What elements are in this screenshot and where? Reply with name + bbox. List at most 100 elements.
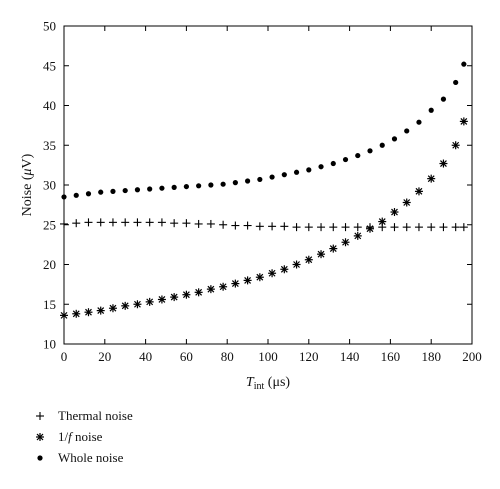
data-point: [110, 188, 116, 194]
data-point: [268, 222, 277, 231]
x-tick-label: 20: [98, 349, 111, 364]
data-point: [231, 221, 240, 230]
data-point: [220, 181, 226, 187]
data-point: [402, 223, 411, 232]
data-point: [292, 260, 301, 269]
data-point: [391, 136, 398, 142]
data-point: [459, 117, 468, 126]
data-point: [281, 172, 287, 178]
data-point: [182, 290, 191, 299]
data-point: [353, 231, 362, 240]
data-point: [84, 308, 93, 317]
data-point: [414, 223, 423, 232]
data-point: [341, 238, 350, 247]
data-point: [171, 184, 177, 190]
data-point: [108, 304, 117, 313]
x-tick-label: 40: [139, 349, 152, 364]
series-3: [61, 61, 467, 200]
x-tick-label: 100: [258, 349, 278, 364]
legend-item: Whole noise: [37, 450, 124, 465]
data-point: [414, 187, 423, 196]
data-point: [96, 306, 105, 315]
data-point: [60, 219, 68, 228]
x-tick-label: 80: [221, 349, 234, 364]
data-point: [461, 61, 467, 67]
data-point: [379, 142, 385, 148]
data-point: [157, 295, 166, 304]
data-point: [355, 152, 361, 159]
data-point: [428, 107, 434, 113]
x-axis-label-main: T: [246, 375, 255, 390]
x-tick-label: 140: [340, 349, 360, 364]
data-point: [219, 220, 228, 229]
data-point: [317, 223, 326, 232]
series-1: [60, 218, 468, 232]
y-axis-label-unit: μ: [20, 168, 35, 176]
data-point: [98, 189, 104, 195]
data-point: [231, 279, 240, 288]
data-point: [73, 192, 79, 198]
data-point: [85, 191, 92, 197]
data-point: [402, 198, 411, 207]
data-point: [219, 282, 228, 291]
data-point: [257, 176, 263, 183]
data-point: [194, 219, 203, 228]
data-point: [206, 285, 215, 294]
data-point: [182, 219, 191, 228]
data-point: [243, 276, 252, 285]
legend-item: 1/f noise: [36, 429, 103, 444]
data-point: [304, 223, 313, 232]
data-point: [439, 223, 448, 232]
data-point: [194, 288, 203, 297]
series-layer: [60, 61, 468, 320]
data-point: [133, 300, 142, 309]
data-point: [133, 218, 142, 227]
legend-label: 1/f noise: [58, 429, 103, 444]
tick-layer: 0 20 40 60 80 100 120 140 160 180 200 10 15 20 25 30 35 4…: [43, 19, 482, 365]
data-point: [280, 222, 289, 231]
legend-label-part: noise: [72, 429, 103, 444]
y-axis-label-rest: V): [20, 153, 35, 168]
data-point: [453, 79, 459, 86]
y-axis-label: Noise (μV): [20, 153, 35, 216]
data-point: [390, 223, 399, 232]
y-tick-label: 50: [43, 19, 56, 34]
data-point: [292, 223, 301, 232]
data-point: [96, 218, 105, 227]
legend-label-part: Thermal noise: [58, 408, 133, 423]
data-point: [61, 194, 67, 200]
data-point: [367, 148, 373, 154]
data-point: [366, 224, 374, 233]
data-point: [329, 244, 338, 253]
legend-marker: [36, 412, 44, 420]
data-point: [269, 174, 275, 180]
data-point: [60, 311, 68, 320]
data-point: [341, 223, 350, 232]
data-point: [183, 183, 189, 190]
data-point: [84, 218, 93, 227]
legend-label-part: Whole noise: [58, 450, 124, 465]
data-point: [439, 159, 448, 168]
y-tick-label: 20: [43, 257, 56, 272]
data-point: [134, 187, 141, 193]
data-point: [390, 208, 399, 217]
data-point: [245, 178, 251, 184]
data-point: [293, 169, 300, 175]
data-point: [416, 119, 422, 125]
series-2: [60, 117, 468, 320]
data-point: [378, 217, 387, 226]
legend-item: Thermal noise: [36, 408, 133, 423]
data-point: [304, 255, 313, 264]
data-point: [159, 185, 165, 191]
y-tick-label: 25: [43, 217, 56, 232]
y-axis-label-main: Noise (: [20, 175, 35, 216]
data-point: [108, 218, 117, 227]
data-point: [440, 96, 447, 102]
x-tick-label: 120: [299, 349, 319, 364]
data-point: [317, 250, 326, 259]
data-point: [121, 218, 130, 227]
data-point: [451, 223, 460, 232]
x-axis-label-sub: int: [254, 381, 265, 392]
data-point: [427, 174, 436, 183]
data-point: [459, 223, 468, 232]
